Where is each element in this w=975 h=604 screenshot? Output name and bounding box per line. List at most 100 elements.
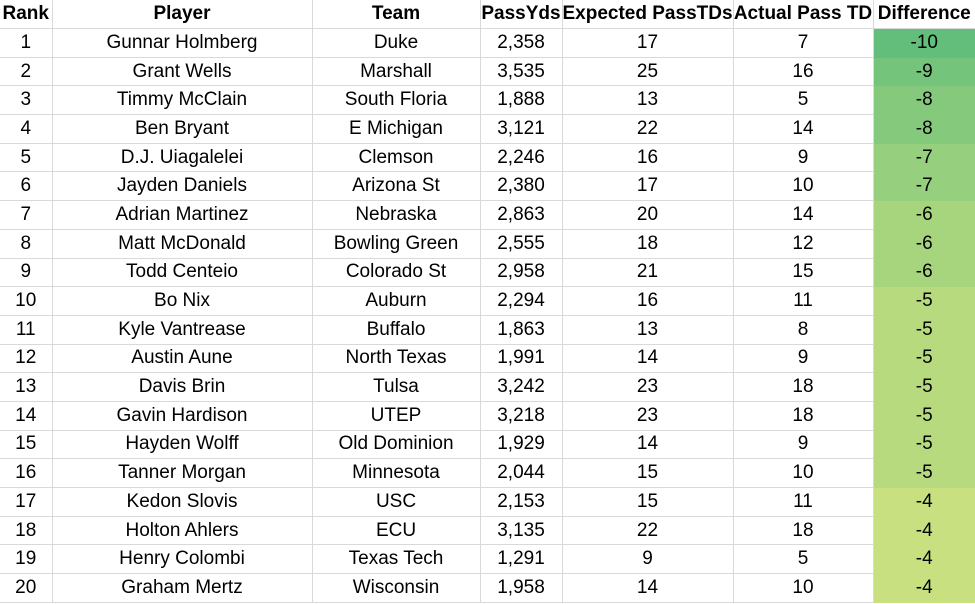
table-cell: 2,294 — [479, 286, 563, 316]
table-cell: -4 — [872, 544, 975, 575]
table-row: 10 Bo Nix Auburn 2,294 16 11 -5 — [0, 286, 975, 316]
table-cell: 7 — [0, 200, 53, 230]
table-cell: 18 — [732, 400, 874, 431]
table-row: 20 Graham Mertz Wisconsin 1,958 14 10 -4 — [0, 573, 975, 603]
table-row: 14 Gavin Hardison UTEP 3,218 23 18 -5 — [0, 400, 975, 431]
table-cell: Gavin Hardison — [51, 400, 313, 431]
table-cell: Henry Colombi — [51, 544, 313, 575]
table-cell: UTEP — [311, 400, 481, 431]
table-cell: Wisconsin — [311, 573, 481, 603]
table-cell: -8 — [872, 85, 975, 116]
table-cell: -4 — [872, 487, 975, 517]
table-cell: -5 — [872, 458, 975, 488]
table-cell: 14 — [561, 343, 734, 374]
table-cell: 9 — [732, 343, 874, 374]
table-cell: Todd Centeio — [51, 257, 313, 288]
table-cell: Texas Tech — [311, 544, 481, 575]
table-cell: Old Dominion — [311, 429, 481, 460]
table-row: 4 Ben Bryant E Michigan 3,121 22 14 -8 — [0, 114, 975, 144]
table-cell: Duke — [311, 28, 481, 58]
table-cell: 3,242 — [479, 372, 563, 402]
table-cell: Arizona St — [311, 171, 481, 202]
table-cell: -6 — [872, 228, 975, 259]
table-cell: 2,958 — [479, 257, 563, 288]
table-row: 1 Gunnar Holmberg Duke 2,358 17 7 -10 — [0, 28, 975, 58]
table-row: 19 Henry Colombi Texas Tech 1,291 9 5 -4 — [0, 544, 975, 575]
table-cell: 11 — [732, 286, 874, 316]
table-cell: ECU — [311, 515, 481, 546]
table-cell: -7 — [872, 171, 975, 202]
table-cell: 1,929 — [479, 429, 563, 460]
table-cell: -6 — [872, 200, 975, 230]
table-cell: 3,135 — [479, 515, 563, 546]
table-cell: -9 — [872, 56, 975, 87]
table-cell: 2,044 — [479, 458, 563, 488]
table-cell: Adrian Martinez — [51, 200, 313, 230]
table-cell: Austin Aune — [51, 343, 313, 374]
table-cell: -5 — [872, 286, 975, 316]
table-cell: 9 — [0, 257, 53, 288]
table-cell: 3,535 — [479, 56, 563, 87]
table-cell: 3 — [0, 85, 53, 116]
table-cell: 18 — [561, 228, 734, 259]
table-cell: 2 — [0, 56, 53, 87]
table-cell: South Floria — [311, 85, 481, 116]
table-cell: 14 — [732, 200, 874, 230]
table-row: 8 Matt McDonald Bowling Green 2,555 18 12 -6 — [0, 228, 975, 259]
table-cell: -5 — [872, 429, 975, 460]
column-header: Rank — [0, 0, 53, 29]
column-header: Player — [51, 0, 313, 29]
table-cell: Gunnar Holmberg — [51, 28, 313, 58]
table-cell: Marshall — [311, 56, 481, 87]
table-cell: 17 — [561, 171, 734, 202]
table-cell: 3,121 — [479, 114, 563, 144]
table-cell: 10 — [732, 171, 874, 202]
column-header: Expected PassTDs — [561, 0, 734, 29]
table-cell: 11 — [0, 314, 53, 345]
table-cell: 2,246 — [479, 142, 563, 173]
table-cell: -5 — [872, 400, 975, 431]
column-header: Team — [311, 0, 481, 29]
table-row: 15 Hayden Wolff Old Dominion 1,929 14 9 -5 — [0, 429, 975, 460]
table-cell: Nebraska — [311, 200, 481, 230]
table-cell: 9 — [732, 429, 874, 460]
table-cell: Kyle Vantrease — [51, 314, 313, 345]
table-cell: 1 — [0, 28, 53, 58]
table-cell: 2,153 — [479, 487, 563, 517]
table-cell: 1,291 — [479, 544, 563, 575]
table-cell: -4 — [872, 515, 975, 546]
table-cell: Kedon Slovis — [51, 487, 313, 517]
table-cell: Matt McDonald — [51, 228, 313, 259]
table-cell: 11 — [732, 487, 874, 517]
table-cell: Timmy McClain — [51, 85, 313, 116]
table-cell: D.J. Uiagalelei — [51, 142, 313, 173]
table-row: 6 Jayden Daniels Arizona St 2,380 17 10 -7 — [0, 171, 975, 202]
table-cell: 21 — [561, 257, 734, 288]
table-cell: 14 — [561, 573, 734, 603]
table-header: Rank Player Team PassYds Expected PassTDs Act… — [0, 0, 975, 29]
table-cell: 15 — [732, 257, 874, 288]
table-cell: North Texas — [311, 343, 481, 374]
table-cell: Minnesota — [311, 458, 481, 488]
table-cell: 15 — [0, 429, 53, 460]
table-cell: 16 — [0, 458, 53, 488]
table-cell: 10 — [732, 573, 874, 603]
table-row: 17 Kedon Slovis USC 2,153 15 11 -4 — [0, 487, 975, 517]
table-cell: 15 — [561, 458, 734, 488]
table-cell: Holton Ahlers — [51, 515, 313, 546]
table-cell: 14 — [732, 114, 874, 144]
table-cell: 8 — [0, 228, 53, 259]
table-cell: 1,991 — [479, 343, 563, 374]
table-cell: 1,888 — [479, 85, 563, 116]
table-cell: 6 — [0, 171, 53, 202]
table-cell: 13 — [0, 372, 53, 402]
table-cell: 22 — [561, 114, 734, 144]
table-cell: 23 — [561, 400, 734, 431]
table-row: 9 Todd Centeio Colorado St 2,958 21 15 -6 — [0, 257, 975, 288]
table-cell: Bowling Green — [311, 228, 481, 259]
column-header: Actual Pass TD — [732, 0, 874, 29]
table-cell: -4 — [872, 573, 975, 603]
table-cell: 2,358 — [479, 28, 563, 58]
table-cell: Tulsa — [311, 372, 481, 402]
